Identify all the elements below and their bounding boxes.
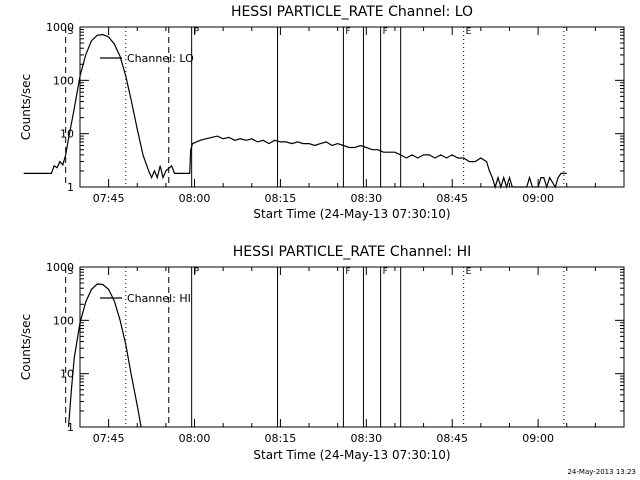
x-tick-label: 09:00 — [522, 192, 554, 205]
x-axis-label: Start Time (24-May-13 07:30:10) — [253, 207, 450, 221]
y-tick-label: 1 — [67, 181, 74, 194]
y-tick-label: 1 — [67, 421, 74, 434]
event-marker-label: P — [194, 267, 200, 277]
y-axis-label: Counts/sec — [19, 314, 33, 380]
event-marker-label: P — [194, 27, 200, 37]
y-tick-label: 1000 — [46, 261, 74, 274]
y-tick-label: 100 — [53, 74, 74, 87]
x-tick-label: 07:45 — [93, 192, 125, 205]
event-marker-label: S — [68, 267, 74, 277]
x-tick-label: 08:00 — [179, 432, 211, 445]
data-series-line — [67, 283, 142, 428]
y-axis-label: Counts/sec — [19, 74, 33, 140]
legend-label: Channel: HI — [127, 292, 191, 305]
x-tick-label: 09:00 — [522, 432, 554, 445]
y-tick-label: 1000 — [46, 21, 74, 34]
y-tick-label: 10 — [60, 128, 74, 141]
y-tick-label: 10 — [60, 368, 74, 381]
x-tick-label: 08:30 — [350, 432, 382, 445]
panel-lo: HESSI PARTICLE_RATE Channel: LO 1 10 100 100… — [19, 4, 625, 221]
x-tick-label: 08:00 — [179, 192, 211, 205]
x-tick-label: 08:30 — [350, 192, 382, 205]
event-marker-label: F — [383, 27, 388, 37]
x-tick-label: 08:15 — [265, 192, 297, 205]
footer-timestamp: 24-May-2013 13:23 — [567, 468, 636, 476]
legend-label: Channel: LO — [127, 52, 194, 65]
x-tick-label: 08:45 — [436, 432, 468, 445]
event-marker-label: F — [345, 267, 350, 277]
x-tick-label: 07:45 — [93, 432, 125, 445]
plot-frame — [79, 26, 625, 188]
chart-title: HESSI PARTICLE_RATE Channel: HI — [233, 244, 471, 260]
event-marker-label: F — [345, 27, 350, 37]
x-axis-label: Start Time (24-May-13 07:30:10) — [253, 448, 450, 462]
plot-frame — [79, 266, 625, 428]
x-tick-label: 08:15 — [265, 432, 297, 445]
event-marker-label: F — [383, 267, 388, 277]
event-marker-label: E — [466, 27, 472, 37]
event-marker-label: E — [466, 267, 472, 277]
chart-title: HESSI PARTICLE_RATE Channel: LO — [231, 4, 473, 20]
x-tick-label: 08:45 — [436, 192, 468, 205]
data-series-line — [23, 33, 567, 190]
event-marker-label: S — [68, 27, 74, 37]
y-tick-label: 100 — [53, 314, 74, 327]
panel-hi: HESSI PARTICLE_RATE Channel: HI 1 10 100 100… — [19, 244, 625, 462]
